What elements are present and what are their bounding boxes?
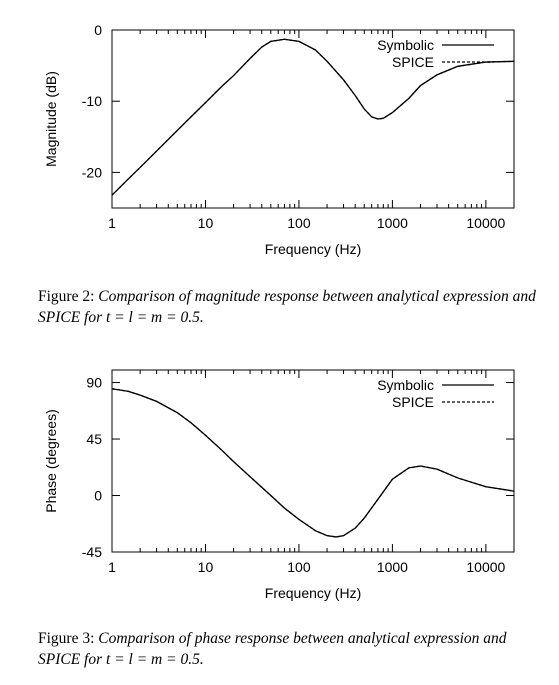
x-tick-label: 10000 xyxy=(466,559,505,575)
series-line-symbolic xyxy=(112,388,514,538)
x-tick-label: 1 xyxy=(108,215,116,231)
legend-label-spice: SPICE xyxy=(392,394,434,410)
x-tick-label: 1000 xyxy=(377,559,408,575)
x-tick-label: 1000 xyxy=(377,215,408,231)
series-line-symbolic xyxy=(112,38,514,196)
y-tick-label: -45 xyxy=(82,544,102,560)
y-axis-label: Phase (degrees) xyxy=(43,409,59,513)
legend-label-symbolic: Symbolic xyxy=(377,37,434,53)
x-axis-label: Frequency (Hz) xyxy=(265,585,361,601)
figure-2-caption-label: Figure 2: xyxy=(38,288,95,305)
plot-frame xyxy=(111,29,515,209)
phase-chart: 1 10 100 1000 10000 90 45 0 -45 Frequency (Hz) Pha… xyxy=(43,369,515,601)
x-tick-label: 1 xyxy=(108,559,116,575)
figure-2-caption: Figure 2: Comparison of magnitude respon… xyxy=(38,286,543,328)
y-tick-label: 0 xyxy=(94,22,102,38)
y-tick-label: -20 xyxy=(82,164,102,180)
x-tick-label: 10 xyxy=(198,215,214,231)
y-tick-label: 90 xyxy=(86,375,102,391)
x-tick-label: 10 xyxy=(198,559,214,575)
series-line-spice xyxy=(112,388,514,538)
figure-3-caption: Figure 3: Comparison of phase response b… xyxy=(38,628,543,670)
x-tick-label: 100 xyxy=(287,559,311,575)
legend-label-spice: SPICE xyxy=(392,54,434,70)
y-tick-label: 0 xyxy=(94,488,102,504)
x-tick-label: 10000 xyxy=(466,215,505,231)
figure-2-caption-text: Comparison of magnitude response between… xyxy=(38,288,536,326)
series-line-spice xyxy=(112,38,514,196)
figure-3-caption-label: Figure 3: xyxy=(38,630,95,647)
plot-frame xyxy=(111,369,515,553)
x-tick-label: 100 xyxy=(287,215,311,231)
figure-3-caption-text: Comparison of phase response between ana… xyxy=(38,630,507,668)
y-axis-label: Magnitude (dB) xyxy=(43,71,59,167)
y-tick-label: 45 xyxy=(86,431,102,447)
y-tick-label: -10 xyxy=(82,93,102,109)
legend-label-symbolic: Symbolic xyxy=(377,377,434,393)
x-axis-label: Frequency (Hz) xyxy=(265,241,361,257)
magnitude-chart: 1 10 100 1000 10000 0 -10 -20 Frequency (Hz) Magn… xyxy=(43,22,515,257)
